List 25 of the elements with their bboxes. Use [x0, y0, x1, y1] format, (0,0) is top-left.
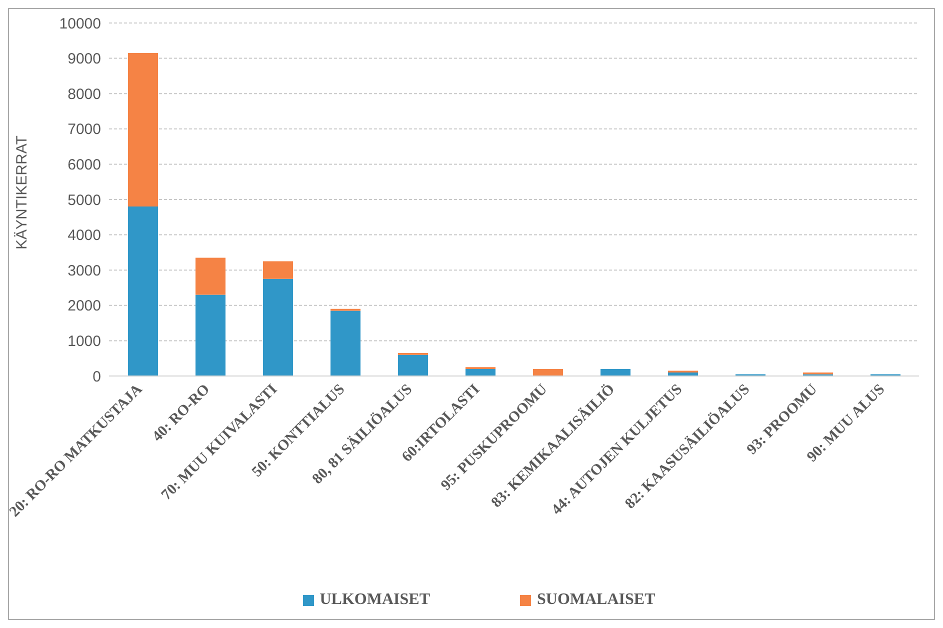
y-tick-label: 0 [92, 368, 101, 386]
bar [398, 354, 428, 376]
bar [128, 53, 158, 207]
bar [533, 368, 563, 376]
bar [196, 294, 226, 376]
legend-label: ULKOMAISET [318, 591, 430, 609]
bar [330, 310, 360, 376]
y-tick-label: 6000 [68, 156, 101, 174]
y-tick-label: 9000 [68, 50, 101, 68]
bar [128, 206, 158, 376]
y-tick-label: 10000 [59, 15, 101, 32]
bar [600, 368, 630, 376]
y-tick-label: 3000 [68, 262, 101, 280]
y-axis-title: KÄYNTIKERRAT [13, 136, 30, 250]
bar [263, 261, 293, 279]
bar [263, 278, 293, 376]
y-tick-label: 4000 [68, 227, 101, 244]
y-tick-label: 8000 [68, 86, 101, 103]
legend-label: SUOMALAISET [536, 591, 656, 609]
y-tick-label: 2000 [68, 298, 101, 315]
y-tick-label: 1000 [68, 333, 101, 350]
y-tick-label: 5000 [68, 192, 101, 209]
y-tick-label: 7000 [68, 121, 101, 138]
bar [196, 258, 226, 295]
bar [466, 368, 496, 376]
